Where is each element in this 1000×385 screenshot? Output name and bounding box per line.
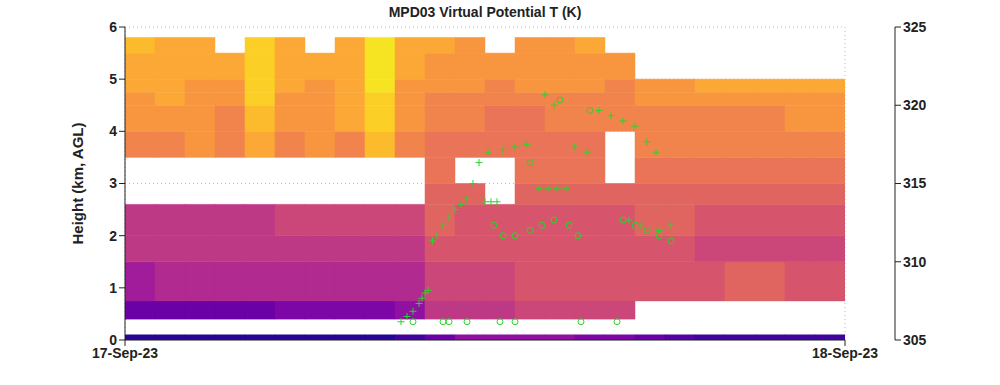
svg-text:5: 5	[109, 71, 117, 87]
svg-text:315: 315	[903, 175, 927, 191]
html-text:MPD03 Virtual Potential T (K): MPD03 Virtual Potential T (K)	[388, 4, 582, 20]
svg-text:Height (km, AGL): Height (km, AGL)	[69, 123, 86, 245]
svg-text:4: 4	[109, 123, 117, 139]
svg-text:2: 2	[109, 228, 117, 244]
svg-text:0: 0	[109, 332, 117, 348]
svg-text:1: 1	[109, 280, 117, 296]
svg-text:320: 320	[903, 97, 927, 113]
svg-text:18-Sep-23: 18-Sep-23	[812, 345, 878, 361]
svg-text:305: 305	[903, 332, 927, 348]
svg-text:17-Sep-23: 17-Sep-23	[92, 345, 158, 361]
svg-text:325: 325	[903, 19, 927, 35]
svg-text:3: 3	[109, 175, 117, 191]
svg-text:310: 310	[903, 254, 927, 270]
svg-text:6: 6	[109, 19, 117, 35]
